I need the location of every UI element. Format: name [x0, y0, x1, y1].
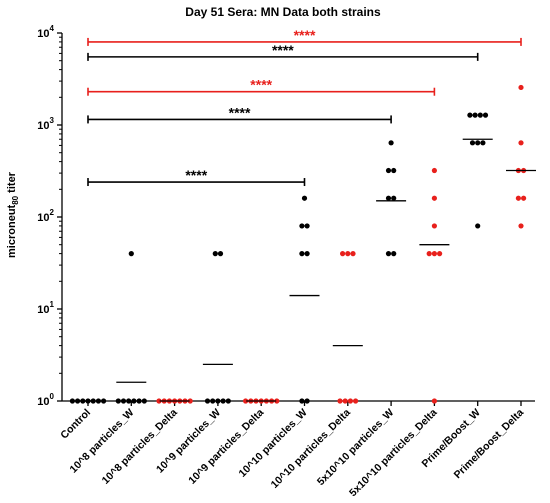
data-point — [128, 251, 134, 257]
data-point — [210, 398, 216, 404]
y-tick-label: 102 — [37, 208, 54, 224]
significance-label: **** — [185, 167, 207, 183]
data-point — [274, 398, 280, 404]
data-point — [480, 140, 486, 146]
y-tick-base: 10 — [37, 28, 49, 40]
y-axis-label: microneut80 titer — [6, 171, 20, 258]
data-point — [156, 398, 162, 404]
median-lines — [73, 138, 536, 402]
data-point — [391, 195, 397, 201]
y-tick-label: 101 — [37, 300, 54, 316]
data-point — [220, 398, 226, 404]
significance-label: **** — [294, 27, 316, 43]
data-point — [304, 398, 310, 404]
data-point — [304, 251, 310, 257]
y-tick-exponent: 2 — [50, 208, 55, 217]
significance-label: **** — [250, 77, 272, 93]
data-point — [388, 140, 394, 146]
data-point — [101, 398, 107, 404]
x-category-label: 5x10^10 particles_Delta — [347, 407, 440, 500]
data-point — [469, 140, 476, 146]
data-points — [69, 84, 527, 404]
data-point — [345, 251, 351, 257]
data-point — [299, 398, 305, 404]
data-point — [120, 398, 127, 404]
data-point — [131, 398, 137, 404]
significance-label: **** — [272, 42, 294, 58]
data-point — [472, 112, 478, 118]
data-point — [431, 195, 437, 201]
data-point — [187, 398, 193, 404]
x-category-label: Control — [58, 407, 93, 442]
data-point — [299, 223, 305, 229]
data-point — [467, 112, 473, 118]
x-category-label: 10^10 particles_Delta — [269, 407, 353, 491]
x-category-label: 10^8 particles_Delta — [100, 407, 180, 487]
data-point — [431, 251, 437, 257]
data-point — [204, 398, 211, 404]
data-point — [126, 398, 132, 404]
data-point — [477, 112, 483, 118]
data-point — [340, 251, 346, 257]
data-point — [217, 251, 224, 257]
y-tick-label: 103 — [37, 116, 54, 132]
data-point — [482, 112, 489, 118]
data-point — [304, 223, 310, 229]
data-point — [299, 251, 305, 257]
y-axis-label-subscript: 80 — [11, 195, 20, 204]
data-point — [518, 84, 524, 91]
y-tick-exponent: 0 — [50, 392, 55, 401]
data-point — [518, 140, 524, 146]
data-point — [347, 398, 353, 404]
y-tick-exponent: 1 — [50, 300, 55, 309]
y-tick-base: 10 — [37, 396, 49, 408]
y-tick-label: 100 — [37, 392, 54, 408]
chart-title: Day 51 Sera: MN Data both strains — [185, 5, 381, 19]
data-point — [426, 251, 432, 257]
data-point — [385, 167, 392, 174]
y-tick-exponent: 3 — [50, 116, 55, 125]
data-point — [337, 398, 343, 404]
data-point — [212, 251, 218, 257]
data-point — [391, 167, 397, 174]
x-category-label: 5x10^10 particles_W — [315, 407, 396, 488]
significance-brackets: ******************** — [87, 27, 522, 187]
y-tick-base: 10 — [37, 212, 49, 224]
data-point — [136, 398, 142, 404]
y-tick-base: 10 — [37, 304, 49, 316]
data-point — [69, 398, 75, 404]
data-point — [350, 251, 356, 257]
data-point — [515, 195, 522, 201]
data-point — [243, 398, 249, 404]
data-point — [141, 398, 147, 404]
data-point — [475, 223, 481, 229]
y-axis-label-suffix: titer — [6, 171, 18, 196]
data-point — [431, 398, 437, 404]
x-category-label: 10^9 particles_Delta — [186, 407, 266, 487]
data-point — [342, 398, 348, 404]
data-point — [301, 195, 308, 201]
data-point — [437, 251, 443, 257]
data-point — [385, 195, 392, 201]
data-point — [215, 398, 221, 404]
data-point — [115, 398, 121, 404]
data-point — [391, 251, 397, 257]
data-point — [431, 223, 437, 229]
data-point — [518, 223, 524, 229]
y-tick-exponent: 4 — [50, 24, 55, 33]
data-point — [521, 195, 527, 201]
y-tick-label: 104 — [37, 24, 54, 40]
significance-label: **** — [229, 104, 251, 120]
data-point — [385, 251, 392, 257]
data-point — [431, 167, 437, 174]
data-point — [353, 398, 359, 404]
data-point — [475, 140, 481, 146]
y-tick-base: 10 — [37, 120, 49, 132]
data-point — [225, 398, 231, 404]
y-axis-label-main: microneut — [6, 204, 18, 258]
